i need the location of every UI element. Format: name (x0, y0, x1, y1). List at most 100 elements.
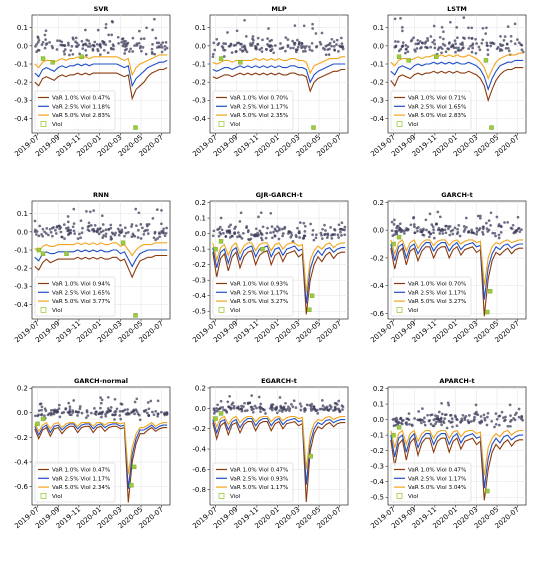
return-point (92, 44, 96, 47)
return-point (152, 413, 156, 417)
legend-label: VaR 1.0% Viol 0.94% (52, 282, 110, 288)
return-point (259, 402, 263, 406)
violation-marker (307, 307, 312, 312)
return-point (151, 28, 154, 32)
return-point (421, 407, 424, 410)
y-tick-label: -0.2 (14, 434, 28, 442)
return-point (420, 46, 423, 49)
y-tick-label: 0.0 (373, 42, 384, 50)
return-point (163, 44, 167, 48)
return-point (84, 416, 88, 420)
return-point (247, 229, 250, 232)
return-point (141, 226, 144, 230)
return-point (49, 231, 53, 234)
return-point (274, 408, 278, 412)
return-point (444, 413, 448, 416)
return-point (131, 36, 135, 40)
return-point (152, 236, 156, 240)
return-point (434, 414, 437, 417)
return-point (429, 35, 433, 38)
return-point (300, 46, 304, 50)
return-point (460, 417, 464, 421)
return-point (393, 17, 397, 21)
return-point (88, 45, 92, 48)
return-point (438, 35, 442, 39)
return-point (405, 47, 408, 51)
return-point (211, 234, 215, 238)
return-point (250, 233, 253, 236)
returns-scatter (211, 18, 345, 59)
var-line-2 (390, 429, 524, 476)
return-point (482, 413, 486, 417)
y-tick-label: -0.4 (192, 115, 206, 123)
return-point (416, 42, 420, 46)
panel-6: GARCH-normal0.20.0-0.2-0.4-0.62019-07201… (13, 377, 171, 530)
return-point (258, 48, 262, 51)
return-point (74, 36, 78, 40)
return-point (244, 35, 248, 38)
return-point (485, 221, 488, 225)
return-point (163, 413, 167, 417)
return-point (310, 41, 314, 45)
return-point (51, 234, 54, 238)
return-point (101, 229, 105, 233)
return-point (433, 46, 437, 50)
return-point (77, 43, 80, 47)
return-point (163, 48, 167, 51)
return-point (517, 41, 521, 45)
return-point (155, 208, 159, 211)
return-point (240, 42, 243, 46)
return-point (453, 226, 457, 230)
return-point (85, 210, 88, 213)
return-point (455, 424, 459, 428)
return-point (128, 50, 131, 53)
legend (34, 276, 116, 317)
return-point (413, 417, 416, 420)
return-point (54, 232, 58, 235)
return-point (80, 411, 84, 415)
return-point (236, 235, 239, 239)
var-line-2 (34, 54, 168, 77)
return-point (217, 234, 221, 238)
return-point (111, 413, 115, 417)
return-point (483, 418, 487, 422)
return-point (221, 46, 225, 50)
return-point (86, 228, 90, 231)
return-point (455, 26, 459, 29)
return-point (35, 233, 38, 236)
return-point (256, 36, 260, 40)
legend (390, 462, 472, 503)
return-point (46, 413, 50, 417)
return-point (437, 418, 441, 421)
return-point (270, 408, 274, 412)
return-point (239, 48, 242, 51)
return-point (145, 411, 149, 415)
return-point (86, 45, 90, 48)
violation-marker (485, 309, 490, 315)
return-point (38, 402, 42, 406)
var-line-1 (34, 423, 168, 490)
return-point (120, 40, 123, 44)
return-point (245, 409, 249, 412)
return-point (281, 232, 285, 235)
return-point (497, 233, 501, 237)
return-point (259, 232, 263, 236)
return-point (513, 413, 517, 417)
return-point (36, 40, 40, 44)
return-point (120, 230, 124, 234)
return-point (302, 24, 306, 28)
legend-swatch (396, 492, 403, 499)
return-point (235, 29, 239, 33)
violation-marker (35, 421, 40, 427)
return-point (145, 26, 148, 30)
return-point (454, 50, 457, 54)
return-point (123, 52, 127, 55)
return-point (71, 409, 75, 412)
return-point (43, 230, 46, 234)
return-point (100, 214, 104, 218)
return-point (449, 45, 453, 49)
return-point (219, 216, 223, 220)
y-tick-label: 0.2 (373, 385, 384, 393)
y-tick-label: -0.6 (14, 483, 28, 491)
return-point (158, 235, 161, 239)
